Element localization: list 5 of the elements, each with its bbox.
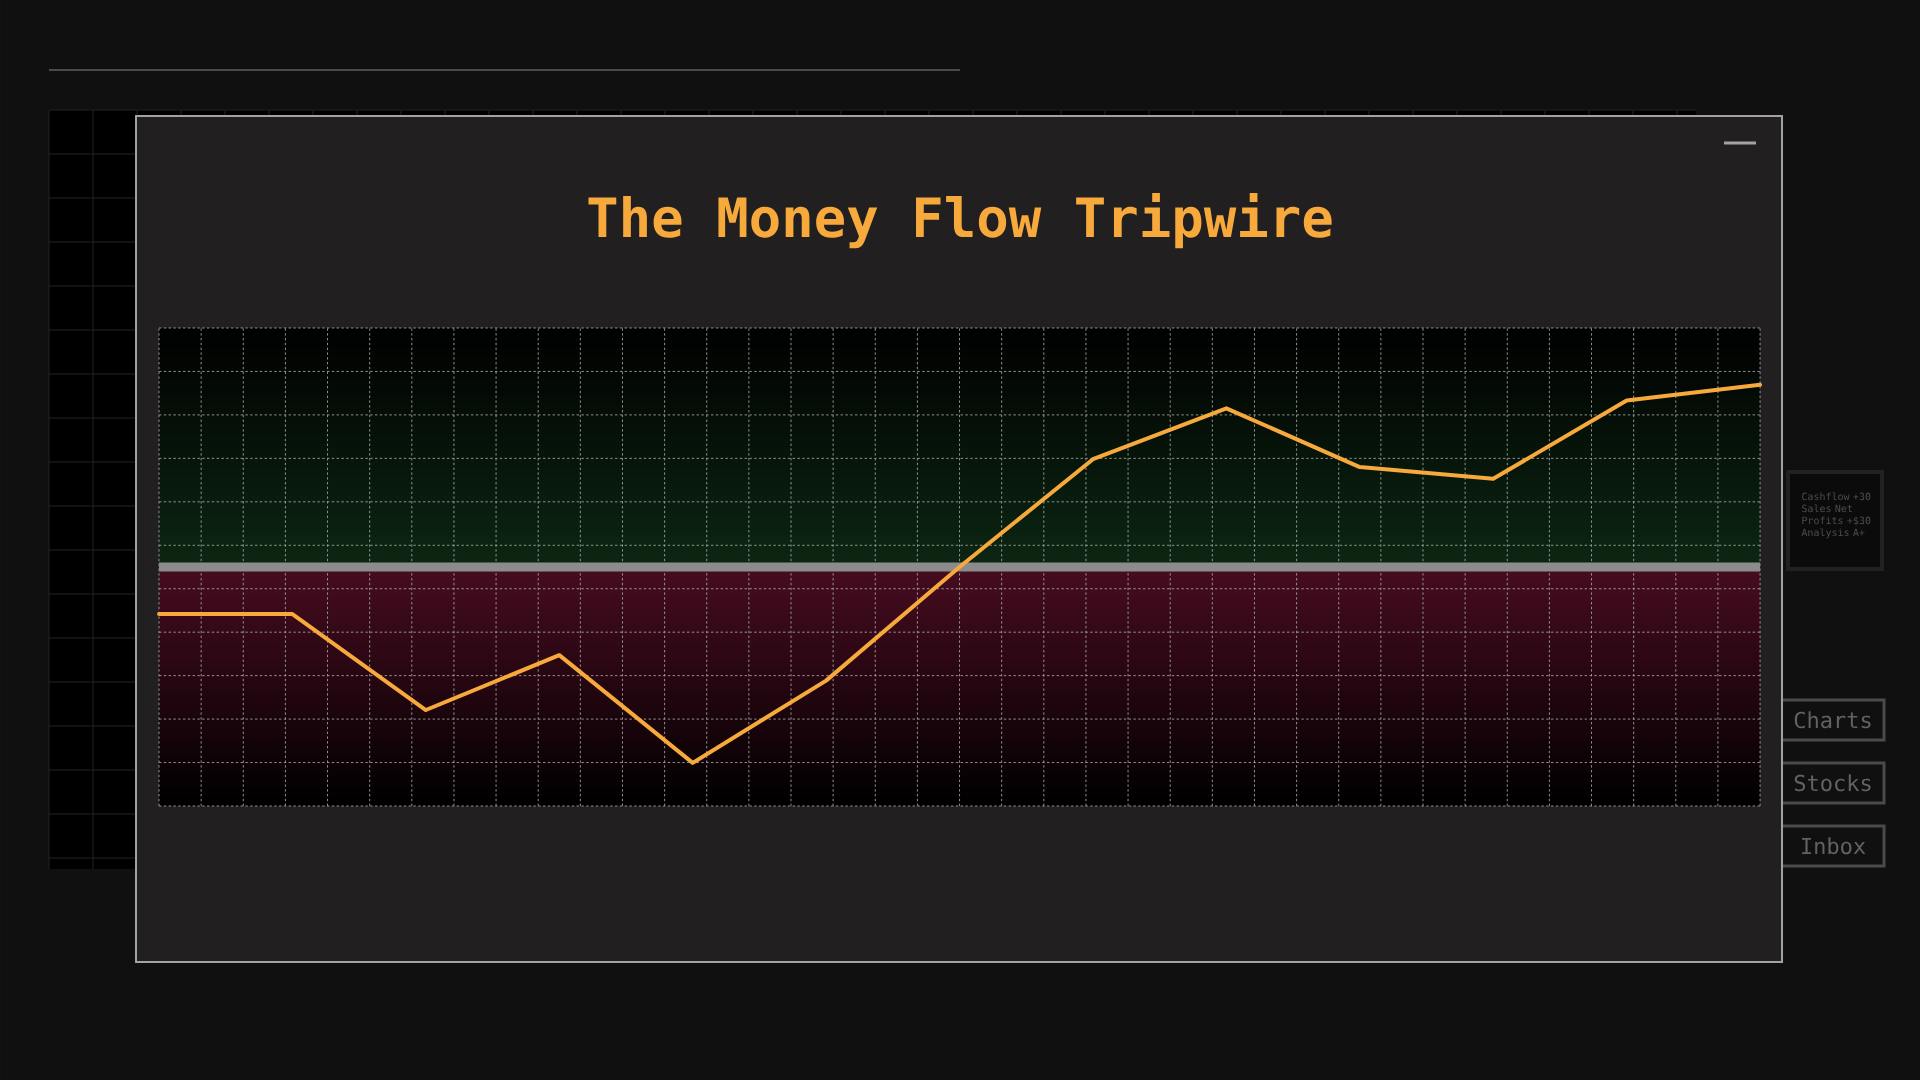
text: Charts: [1794, 711, 1871, 729]
chart-title: The Money Flow Tripwire: [588, 193, 1332, 249]
text: Stocks: [1794, 774, 1871, 792]
text: Cashflow +30 Sales Net Profits +$30 Analysis A+: [1801, 492, 1871, 539]
text: Inbox: [1802, 837, 1866, 855]
